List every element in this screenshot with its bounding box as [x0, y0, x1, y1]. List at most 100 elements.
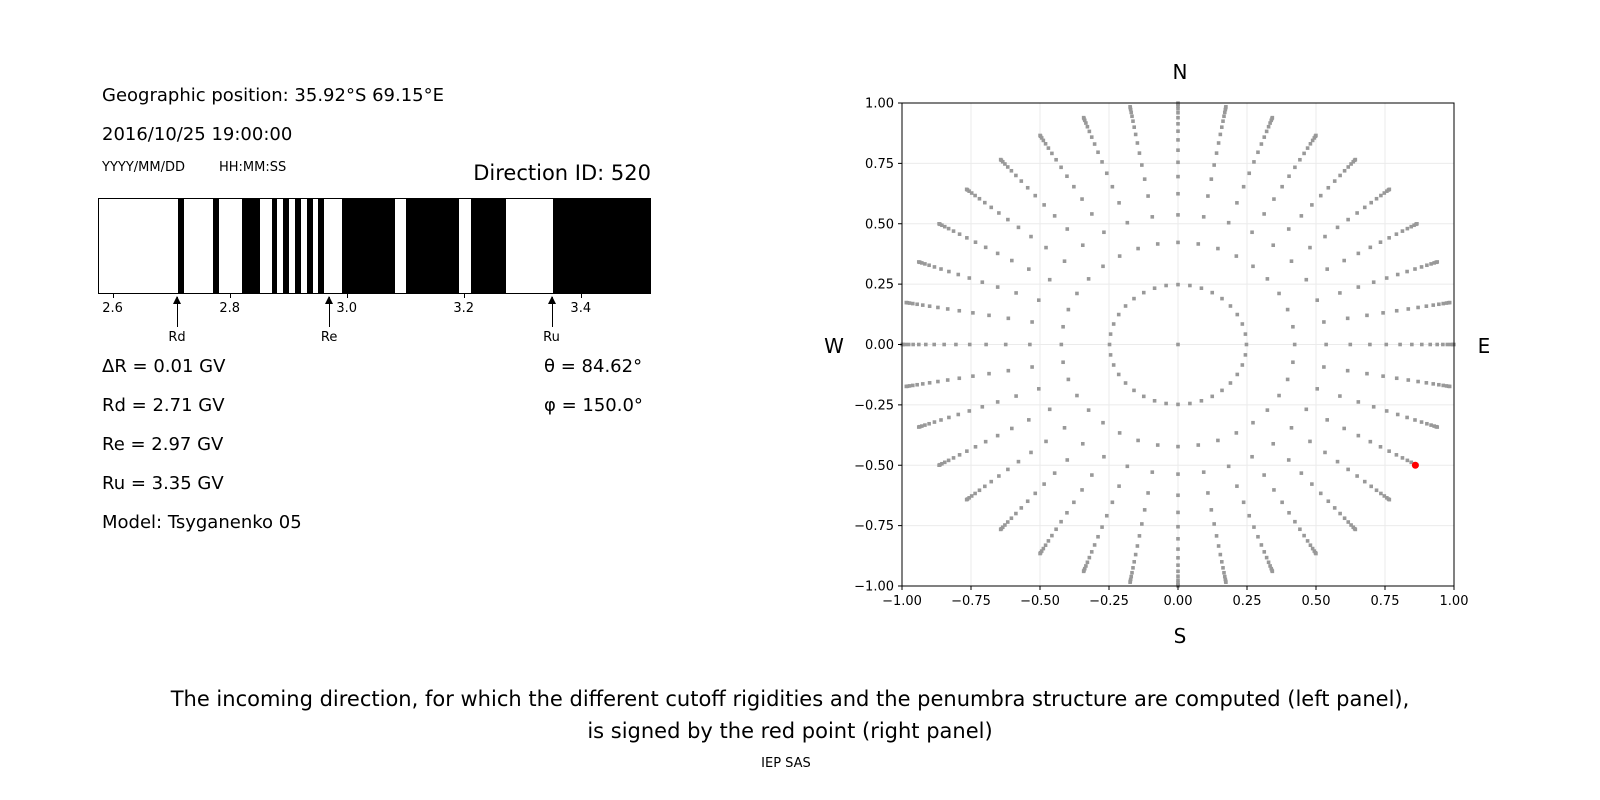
- direction-point: [1065, 510, 1069, 515]
- direction-point: [1210, 290, 1215, 295]
- direction-point: [1289, 426, 1294, 430]
- direction-point: [1054, 527, 1058, 532]
- direction-point: [1293, 519, 1297, 524]
- direction-point: [1086, 408, 1091, 412]
- y-tick-label: 1.00: [865, 97, 894, 112]
- direction-point: [1188, 283, 1192, 288]
- direction-point: [997, 211, 1001, 215]
- direction-point: [1405, 415, 1409, 420]
- direction-point: [967, 409, 972, 413]
- penumbra-forbidden-band: [242, 199, 260, 293]
- penumbra-forbidden-band: [306, 199, 313, 293]
- direction-point: [1201, 470, 1206, 474]
- x-tick-label: 1.00: [1440, 594, 1469, 609]
- direction-point: [987, 371, 991, 376]
- direction-point: [1315, 387, 1320, 391]
- direction-point: [1130, 114, 1134, 119]
- direction-point: [1046, 539, 1051, 543]
- direction-point: [1125, 464, 1130, 469]
- direction-point: [1123, 381, 1128, 385]
- direction-point: [1431, 303, 1436, 307]
- direction-point: [1226, 220, 1231, 225]
- direction-point: [1419, 342, 1424, 347]
- direction-point: [1314, 133, 1318, 138]
- direction-point: [1141, 394, 1146, 399]
- direction-point: [1342, 516, 1347, 521]
- direction-point: [1262, 212, 1266, 216]
- y-tick-label: −0.25: [854, 398, 894, 413]
- direction-point: [1176, 213, 1180, 217]
- direction-point: [1381, 374, 1385, 378]
- direction-point: [1041, 546, 1046, 551]
- direction-point: [1406, 307, 1411, 311]
- direction-point: [1355, 211, 1359, 215]
- direction-point: [1271, 243, 1276, 248]
- date-format-label: YYYY/MM/DD: [102, 160, 185, 175]
- direction-point: [1123, 304, 1128, 308]
- direction-point: [1374, 488, 1379, 493]
- direction-point: [1293, 165, 1297, 170]
- direction-point: [907, 301, 912, 305]
- direction-point: [969, 191, 974, 195]
- direction-point: [1052, 471, 1057, 475]
- direction-point: [1033, 491, 1038, 496]
- y-tick-label: 0.75: [865, 157, 894, 172]
- penumbra-bar: [98, 198, 651, 294]
- direction-point: [1444, 384, 1449, 388]
- direction-point: [1400, 456, 1405, 460]
- direction-point: [1371, 405, 1376, 409]
- direction-point: [989, 205, 994, 210]
- direction-point: [1043, 141, 1048, 146]
- direction-point: [1140, 522, 1144, 526]
- penumbra-forbidden-band: [283, 199, 290, 293]
- direction-point: [1005, 520, 1010, 524]
- direction-point: [1382, 494, 1387, 498]
- y-tick-label: 0.50: [865, 217, 894, 232]
- direction-point: [1176, 240, 1180, 245]
- direction-point: [1176, 524, 1180, 529]
- direction-point: [937, 463, 941, 467]
- direction-point: [1342, 258, 1346, 263]
- direction-point: [1349, 162, 1353, 166]
- direction-point: [1441, 383, 1446, 388]
- x-tick-label: 2.8: [219, 301, 240, 316]
- direction-point: [1117, 431, 1122, 435]
- direction-point: [1362, 205, 1367, 210]
- direction-point: [1228, 304, 1233, 308]
- x-tick-label: −0.25: [1089, 594, 1129, 609]
- direction-point: [1277, 291, 1281, 296]
- direction-point: [932, 420, 937, 424]
- direction-point: [1346, 467, 1350, 472]
- direction-point: [973, 193, 977, 198]
- direction-point: [1318, 193, 1323, 198]
- direction-point: [1368, 439, 1373, 444]
- x-tick-label: 3.0: [336, 301, 358, 316]
- direction-point: [1431, 382, 1436, 386]
- direction-point: [1010, 258, 1014, 263]
- direction-point: [1224, 580, 1228, 585]
- direction-point: [1368, 342, 1372, 347]
- direction-point: [1221, 566, 1225, 570]
- direction-point: [957, 453, 962, 457]
- direction-point: [1270, 115, 1275, 120]
- direction-point: [1387, 497, 1392, 502]
- y-tick-label: −0.50: [854, 459, 894, 474]
- direction-point: [1176, 563, 1180, 567]
- marker-arrow-rd: [173, 296, 181, 327]
- direction-point: [910, 301, 915, 306]
- direction-point: [973, 240, 978, 244]
- direction-point: [1214, 151, 1219, 155]
- direction-point: [1338, 394, 1342, 398]
- direction-point: [1332, 179, 1337, 183]
- direction-point: [1280, 500, 1284, 505]
- direction-point: [1235, 484, 1239, 488]
- direction-point: [1110, 184, 1115, 189]
- direction-point: [1345, 368, 1350, 373]
- direction-point: [1116, 372, 1121, 377]
- direction-point: [1356, 400, 1361, 404]
- direction-point: [1176, 402, 1180, 407]
- direction-point: [1302, 151, 1306, 156]
- direction-point: [1009, 516, 1014, 521]
- x-tick-label: 0.75: [1371, 594, 1400, 609]
- direction-point: [1209, 508, 1214, 512]
